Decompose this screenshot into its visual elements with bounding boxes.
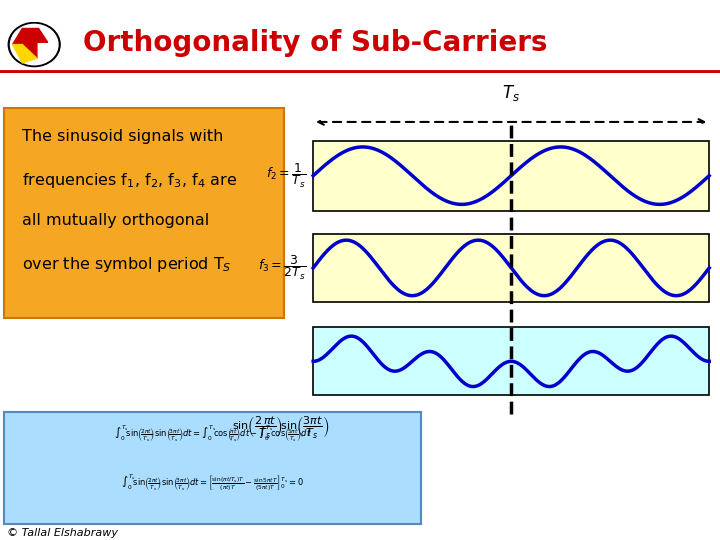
Polygon shape (13, 29, 48, 58)
FancyBboxPatch shape (313, 327, 709, 395)
Text: $\int_0^{T_s}\!\sin\!\left(\!\frac{2\pi t}{T_s}\!\right)\sin\!\left(\!\frac{3\pi: $\int_0^{T_s}\!\sin\!\left(\!\frac{2\pi … (121, 472, 304, 493)
Text: $T_s$: $T_s$ (503, 83, 520, 103)
Text: Orthogonality of Sub-Carriers: Orthogonality of Sub-Carriers (83, 29, 547, 57)
Text: $f_3 = \dfrac{3}{2T_s}$: $f_3 = \dfrac{3}{2T_s}$ (258, 254, 306, 282)
Polygon shape (13, 45, 37, 63)
Text: $\sin\!\left(\dfrac{2\,\pi t}{T_s}\right)\!\sin\!\left(\dfrac{3\pi t}{T_s}\right: $\sin\!\left(\dfrac{2\,\pi t}{T_s}\right… (232, 414, 330, 440)
Text: over the symbol period T$_S$: over the symbol period T$_S$ (22, 255, 231, 274)
FancyBboxPatch shape (313, 234, 709, 302)
Text: frequencies f$_1$, f$_2$, f$_3$, f$_4$ are: frequencies f$_1$, f$_2$, f$_3$, f$_4$ a… (22, 171, 237, 190)
FancyBboxPatch shape (313, 140, 709, 211)
Text: © Tallal Elshabrawy: © Tallal Elshabrawy (7, 528, 118, 538)
FancyBboxPatch shape (4, 108, 284, 318)
Text: $f_2 = \dfrac{1}{T_s}$: $f_2 = \dfrac{1}{T_s}$ (266, 161, 306, 190)
Text: all mutually orthogonal: all mutually orthogonal (22, 213, 209, 228)
Text: $\int_0^{T_s}\!\sin\!\left(\!\frac{2\pi t}{T_s}\!\right)\sin\!\left(\!\frac{3\pi: $\int_0^{T_s}\!\sin\!\left(\!\frac{2\pi … (114, 423, 311, 444)
FancyBboxPatch shape (4, 411, 421, 524)
Circle shape (9, 23, 60, 66)
Text: The sinusoid signals with: The sinusoid signals with (22, 129, 223, 144)
Circle shape (10, 24, 58, 65)
